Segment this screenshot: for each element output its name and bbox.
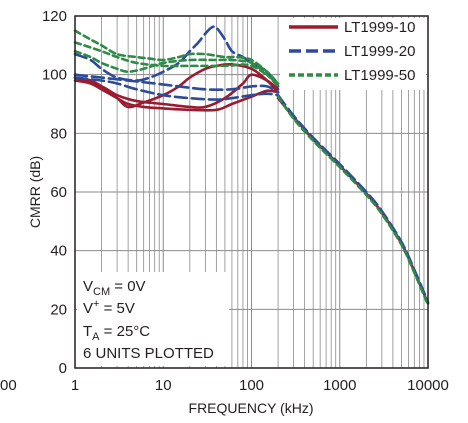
- condition-vcm: VCM = 0V: [83, 278, 146, 298]
- legend: LT1999-10 LT1999-20 LT1999-50: [280, 18, 426, 90]
- plot-frame: [74, 15, 429, 369]
- x-tick-label: 10: [155, 377, 172, 394]
- x-tick-labels: 1 10 100 1000 10000 00: [0, 377, 449, 394]
- x-tick-label-partial: 00: [0, 377, 17, 394]
- y-tick-label: 120: [42, 8, 67, 25]
- series-curve: [73, 49, 280, 88]
- series-curve: [73, 73, 280, 110]
- condition-units: 6 UNITS PLOTTED: [83, 345, 214, 362]
- conditions-box: VCM = 0V V+ = 5V TA = 25°C 6 UNITS PLOTT…: [77, 272, 229, 366]
- x-tick-label: 1000: [323, 377, 356, 394]
- y-tick-labels: 0 20 40 60 80 100 120: [42, 8, 67, 377]
- series-curve: [276, 95, 430, 307]
- y-axis-title: CMRR (dB): [27, 156, 43, 228]
- condition-vplus: V+ = 5V: [83, 298, 135, 317]
- series-curve: [73, 41, 280, 85]
- series-lt1999-50: [73, 29, 430, 307]
- condition-ta: TA = 25°C: [83, 323, 150, 343]
- y-tick-label: 80: [50, 125, 67, 142]
- legend-box: [280, 18, 426, 90]
- series-curve: [73, 29, 280, 85]
- legend-label-lt1999-20: LT1999-20: [344, 43, 415, 60]
- legend-label-lt1999-10: LT1999-10: [344, 19, 415, 36]
- y-tick-label: 20: [50, 301, 67, 318]
- x-tick-label: 100: [239, 377, 264, 394]
- x-tick-label: 10000: [407, 377, 449, 394]
- y-tick-label: 40: [50, 243, 67, 260]
- legend-label-lt1999-50: LT1999-50: [344, 67, 415, 84]
- y-tick-label: 0: [59, 360, 67, 377]
- x-axis-title: FREQUENCY (kHz): [189, 400, 314, 416]
- curves-layer: [73, 25, 430, 307]
- y-tick-label: 60: [50, 184, 67, 201]
- series-curve: [73, 73, 280, 94]
- conditions-background: [77, 272, 229, 366]
- series-curve: [73, 76, 280, 101]
- y-tick-label: 100: [42, 67, 67, 84]
- series-curve: [73, 79, 280, 112]
- x-tick-label: 1: [71, 377, 79, 394]
